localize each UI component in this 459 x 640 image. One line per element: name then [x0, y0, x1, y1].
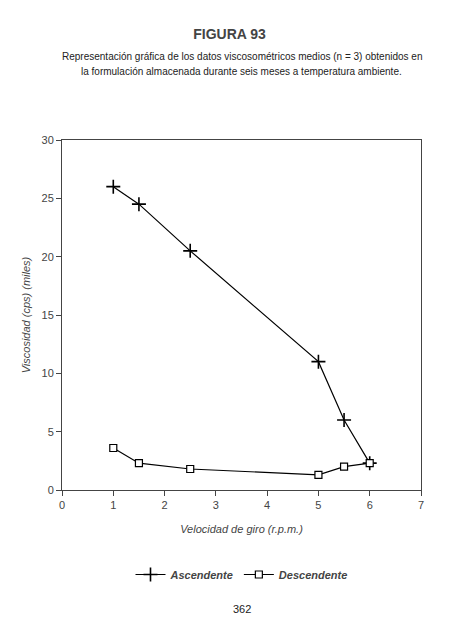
svg-text:Viscosidad (cps) (miles): Viscosidad (cps) (miles): [20, 256, 32, 373]
svg-text:2: 2: [162, 499, 168, 511]
svg-text:20: 20: [42, 251, 54, 263]
svg-text:0: 0: [48, 484, 54, 496]
svg-text:6: 6: [367, 499, 373, 511]
svg-text:0: 0: [59, 499, 65, 511]
svg-text:Descendente: Descendente: [279, 569, 347, 581]
svg-text:7: 7: [418, 499, 424, 511]
svg-text:la formulación almacenada dura: la formulación almacenada durante seis m…: [81, 66, 402, 77]
svg-text:3: 3: [213, 499, 219, 511]
svg-text:5: 5: [48, 426, 54, 438]
svg-text:FIGURA 93: FIGURA 93: [193, 26, 266, 42]
svg-text:Ascendente: Ascendente: [170, 569, 233, 581]
svg-text:30: 30: [42, 134, 54, 146]
svg-text:Velocidad de giro (r.p.m.): Velocidad de giro (r.p.m.): [180, 523, 303, 535]
svg-text:5: 5: [315, 499, 321, 511]
svg-text:Representación gráfica de los: Representación gráfica de los datos visc…: [62, 51, 422, 62]
svg-text:362: 362: [233, 603, 251, 615]
svg-text:25: 25: [42, 192, 54, 204]
svg-text:15: 15: [42, 309, 54, 321]
svg-text:4: 4: [264, 499, 270, 511]
svg-text:1: 1: [110, 499, 116, 511]
svg-text:10: 10: [42, 367, 54, 379]
